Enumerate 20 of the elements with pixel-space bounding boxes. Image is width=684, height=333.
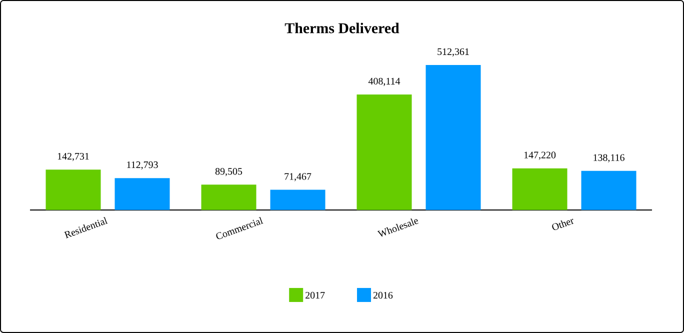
x-tick-label: Other	[552, 218, 574, 230]
data-label: 512,361	[438, 48, 469, 56]
bar	[114, 178, 170, 210]
bar	[46, 170, 101, 210]
bar	[581, 170, 636, 210]
bar	[356, 94, 412, 210]
data-label: 89,505	[215, 168, 242, 176]
legend-label: 2016	[373, 292, 393, 299]
data-label: 138,116	[594, 154, 624, 162]
data-label: 408,114	[368, 78, 400, 86]
bar	[201, 184, 256, 210]
bar	[270, 190, 326, 210]
data-label: 147,220	[524, 152, 556, 160]
bar	[426, 65, 481, 210]
legend-label: 2017	[306, 292, 325, 299]
chart-title: Therms Delivered	[284, 22, 400, 34]
bar	[512, 168, 568, 210]
data-label: 142,731	[58, 152, 89, 162]
data-label: 112,793	[127, 161, 158, 170]
data-label: 71,467	[284, 173, 312, 182]
